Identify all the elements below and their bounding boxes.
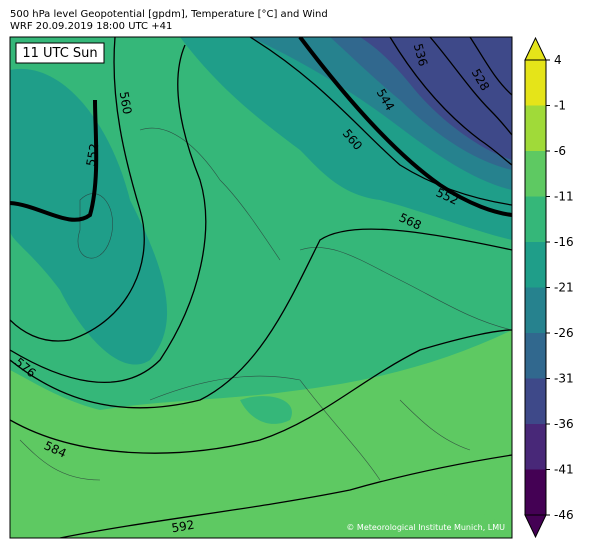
- colorbar-band: [525, 333, 546, 379]
- contour-label: 552: [84, 142, 102, 167]
- contour-label: 592: [170, 518, 195, 536]
- colorbar-tick-label: -21: [554, 281, 574, 295]
- colorbar-band: [525, 60, 546, 106]
- colorbar-tick-label: -16: [554, 235, 574, 249]
- colorbar-extend-top: [524, 36, 547, 61]
- colorbar-band: [525, 242, 546, 288]
- colorbar-tick-label: -1: [554, 99, 566, 113]
- contour-label: 560: [117, 90, 135, 115]
- colorbar-band: [525, 196, 546, 242]
- colorbar-band: [525, 287, 546, 333]
- colorbar-band: [525, 424, 546, 470]
- colorbar-band: [525, 151, 546, 197]
- colorbar-tick-label: -36: [554, 417, 574, 431]
- contour-label: 536: [411, 42, 430, 68]
- credit: © Meteorological Institute Munich, LMU: [346, 523, 505, 532]
- colorbar-tick-label: -11: [554, 190, 574, 204]
- map-frame: [9, 36, 513, 539]
- header-line: 500 hPa level Geopotential [gpdm], Tempe…: [10, 9, 328, 20]
- colorbar-band: [525, 469, 546, 515]
- colorbar-tick-label: -31: [554, 372, 574, 386]
- time-label: 11 UTC Sun: [22, 46, 97, 61]
- colorbar-band: [525, 105, 546, 151]
- colorbar-tick-label: -6: [554, 144, 566, 158]
- header-line: WRF 20.09.2019 18:00 UTC +41: [10, 21, 172, 32]
- map: [10, 37, 512, 538]
- colorbar-tick-label: -41: [554, 463, 574, 477]
- colorbar: 4 -1 -6 -11 -16 -21 -26 -31 -36 -41 -46: [524, 36, 574, 539]
- colorbar-extend-bottom: [524, 514, 547, 539]
- colorbar-tick-label: -46: [554, 508, 574, 522]
- time-box: [15, 42, 105, 64]
- colorbar-band: [525, 378, 546, 424]
- colorbar-tick-label: 4: [554, 53, 562, 67]
- colorbar-tick-label: -26: [554, 326, 574, 340]
